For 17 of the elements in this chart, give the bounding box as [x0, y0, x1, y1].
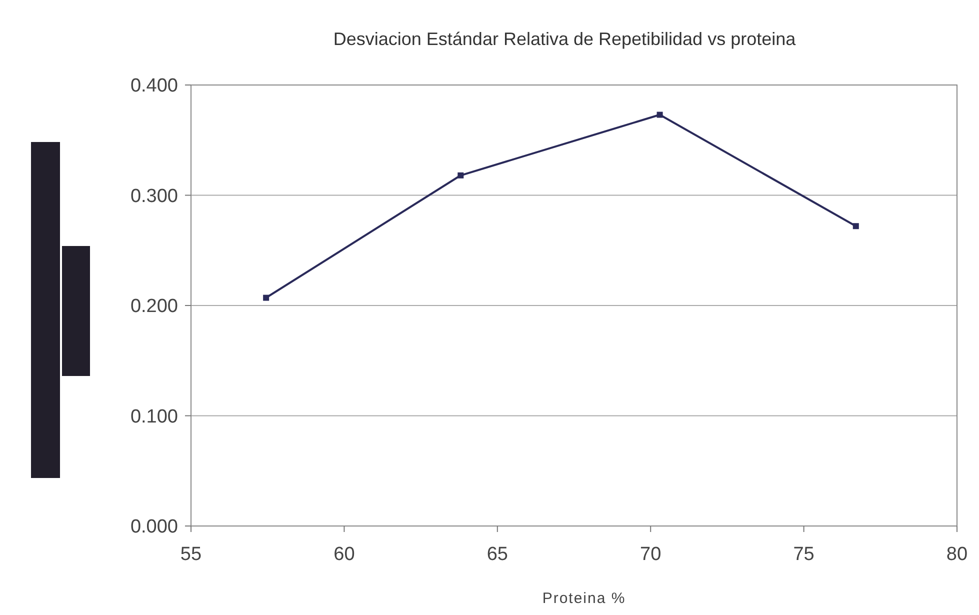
point [656, 112, 663, 118]
point [263, 294, 270, 301]
y-tick-label: 0.000 [130, 516, 178, 538]
x-axis-title: Proteina % [542, 590, 626, 607]
y-tick-label: 0.300 [130, 186, 178, 207]
y-tick-label: 0.100 [130, 406, 178, 428]
x-tick-label: 55 [180, 544, 202, 565]
y-tick-label: 0.400 [130, 76, 178, 97]
x-tick-label: 70 [640, 544, 662, 565]
point [852, 223, 859, 230]
chart-title: Desviacion Estándar Relativa de Repetibilidad vs proteina [333, 29, 797, 49]
y-tick-label: 0.200 [130, 296, 178, 318]
point [458, 172, 464, 178]
x-tick-label: 65 [486, 544, 508, 565]
x-tick-label: 60 [334, 544, 355, 565]
x-tick-label: 80 [946, 544, 968, 565]
x-tick-label: 75 [793, 544, 814, 565]
